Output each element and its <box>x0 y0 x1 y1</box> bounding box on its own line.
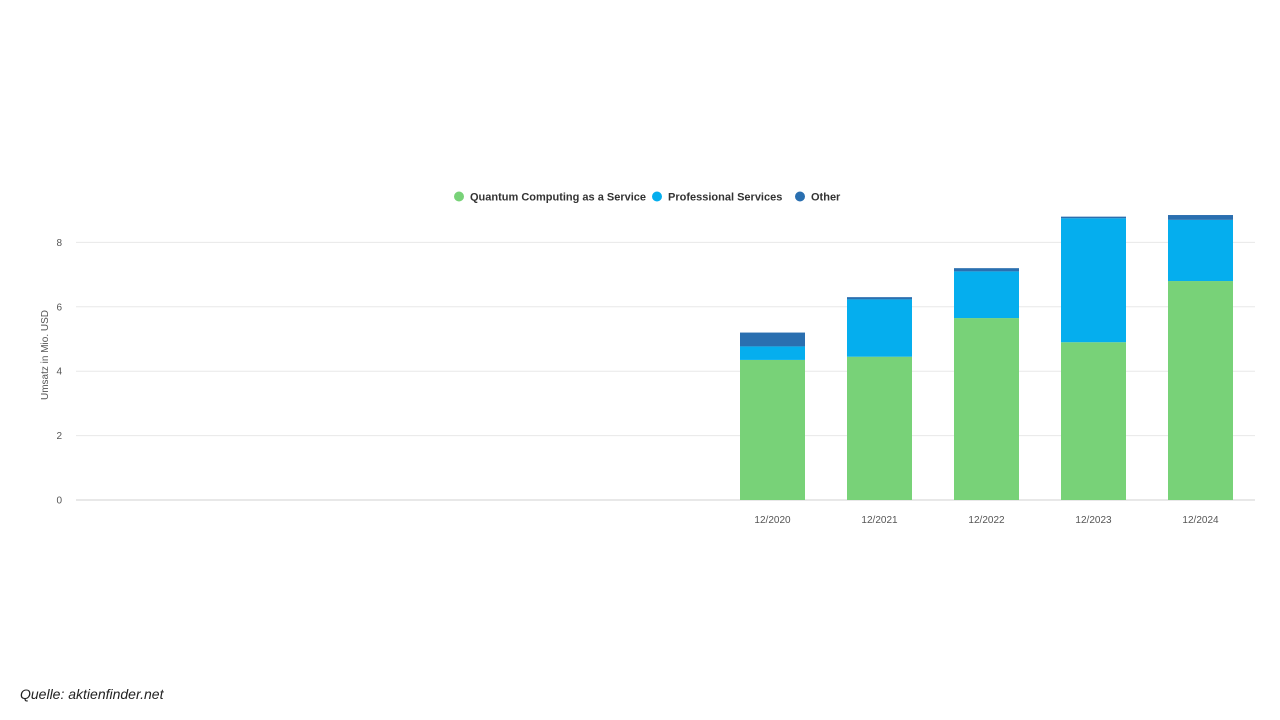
y-axis-title: Umsatz in Mio. USD <box>40 310 51 400</box>
x-tick-label: 12/2022 <box>968 515 1005 526</box>
legend-label: Professional Services <box>668 192 782 204</box>
legend-item[interactable]: Quantum Computing as a Service <box>454 191 646 204</box>
source-note: Quelle: aktienfinder.net <box>20 686 164 702</box>
bars <box>740 215 1233 500</box>
x-tick-label: 12/2023 <box>1075 515 1112 526</box>
bar-segment[interactable] <box>1061 342 1126 500</box>
legend-label: Quantum Computing as a Service <box>470 192 646 204</box>
bar-segment[interactable] <box>847 356 912 500</box>
bar-segment[interactable] <box>847 299 912 357</box>
y-tick-label: 8 <box>56 238 62 249</box>
bar-segment[interactable] <box>1061 216 1126 219</box>
x-tick-label: 12/2021 <box>861 515 898 526</box>
y-tick-label: 6 <box>56 302 62 313</box>
legend: Quantum Computing as a Service Profession… <box>454 191 841 204</box>
legend-marker <box>454 191 464 202</box>
bar-segment[interactable] <box>847 297 912 300</box>
y-tick-label: 2 <box>56 431 62 442</box>
bar-segment[interactable] <box>740 346 805 360</box>
x-axis-ticks: 12/2020 12/2021 12/2022 12/2023 12/2024 <box>754 515 1219 526</box>
bar-segment[interactable] <box>1061 218 1126 343</box>
bar-segment[interactable] <box>740 359 805 500</box>
legend-item[interactable]: Other <box>795 191 841 204</box>
grid-lines <box>76 241 1255 501</box>
bar-segment[interactable] <box>1168 215 1233 220</box>
bar-segment[interactable] <box>1168 219 1233 282</box>
bar-segment[interactable] <box>954 271 1019 319</box>
x-tick-label: 12/2020 <box>754 515 791 526</box>
legend-marker <box>652 191 662 202</box>
bar-segment[interactable] <box>740 332 805 347</box>
bar-segment[interactable] <box>1168 281 1233 500</box>
legend-label: Other <box>811 192 841 204</box>
legend-item[interactable]: Professional Services <box>652 191 782 204</box>
y-tick-label: 0 <box>56 496 62 507</box>
bar-segment[interactable] <box>954 268 1019 272</box>
x-tick-label: 12/2024 <box>1182 515 1219 526</box>
y-tick-label: 4 <box>56 367 62 378</box>
y-axis-ticks: 0 2 4 6 8 <box>56 238 62 507</box>
bar-segment[interactable] <box>954 318 1019 500</box>
legend-marker <box>795 191 805 202</box>
